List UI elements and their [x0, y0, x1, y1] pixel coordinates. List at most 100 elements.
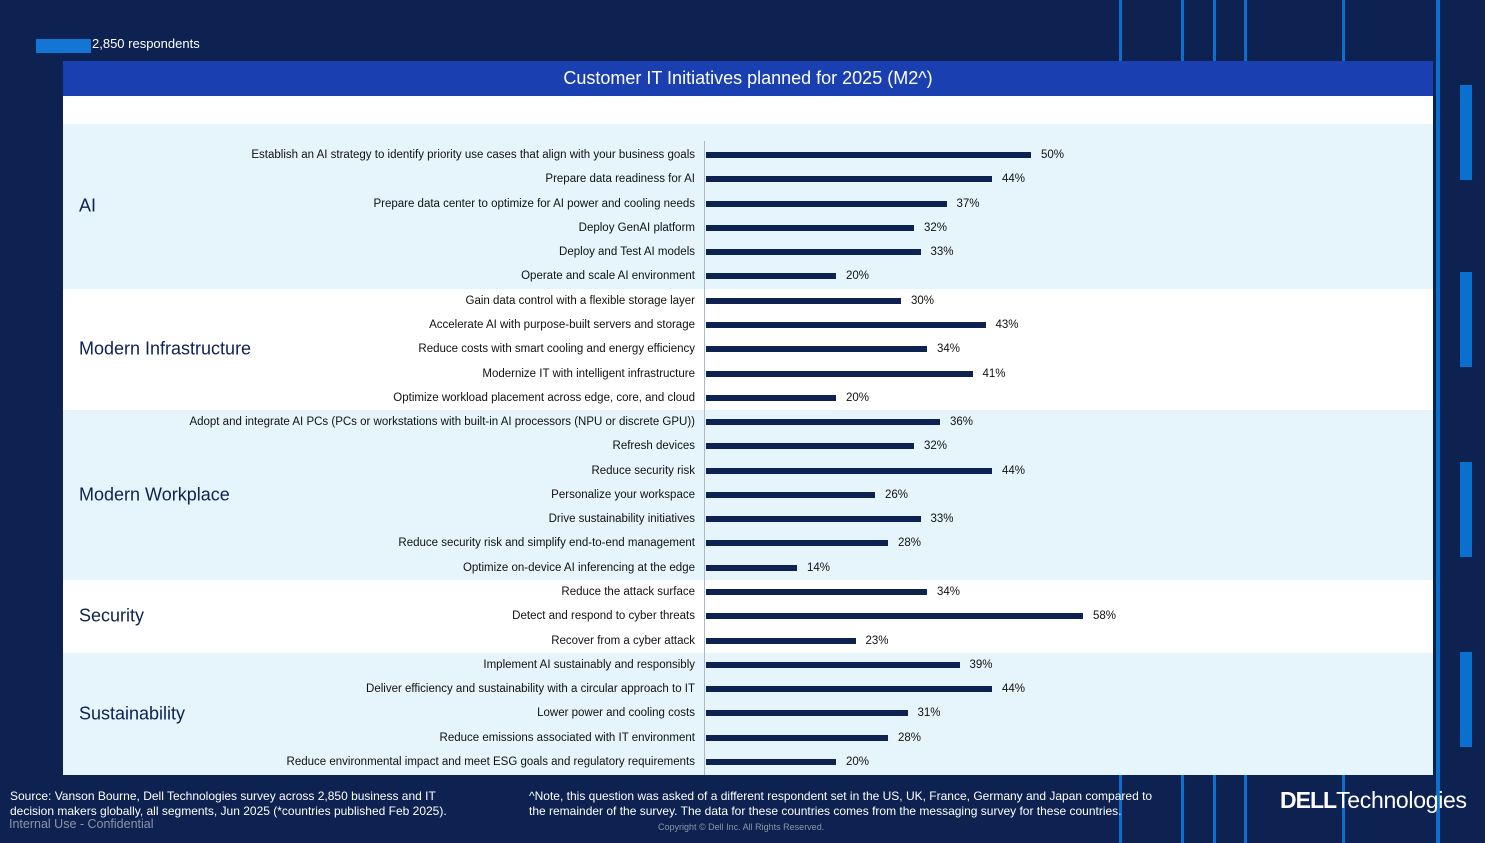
- decorative-line: [1460, 272, 1472, 367]
- data-label: 44%: [1002, 173, 1026, 186]
- data-label: 44%: [1002, 683, 1026, 696]
- decorative-line: [1460, 652, 1472, 747]
- group-label: AI: [79, 195, 97, 216]
- data-label: 36%: [950, 416, 974, 429]
- bar: [706, 443, 914, 450]
- decorative-line: [1436, 0, 1440, 843]
- bar: [706, 200, 947, 207]
- bar: [706, 686, 992, 693]
- bar: [706, 297, 901, 304]
- bar: [706, 419, 940, 426]
- category-label: Reduce the attack surface: [561, 586, 695, 599]
- data-label: 33%: [930, 513, 954, 526]
- data-label: 41%: [982, 367, 1006, 380]
- data-label: 14%: [807, 561, 831, 574]
- decorative-line: [1460, 462, 1472, 557]
- bar: [706, 273, 836, 280]
- bar: [706, 613, 1083, 620]
- category-label: Adopt and integrate AI PCs (PCs or works…: [189, 416, 695, 429]
- data-label: 28%: [898, 731, 922, 744]
- group-label: Modern Workplace: [79, 484, 230, 505]
- bar: [706, 734, 888, 741]
- bar: [706, 346, 927, 353]
- bar: [706, 249, 921, 256]
- group-label: Sustainability: [79, 703, 186, 724]
- data-label: 30%: [911, 294, 935, 307]
- logo-bold: DELL: [1280, 787, 1337, 813]
- bar: [706, 467, 992, 474]
- category-label: Reduce security risk: [591, 464, 695, 477]
- axis-line: [704, 141, 705, 775]
- data-label: 32%: [924, 440, 948, 453]
- category-label: Refresh devices: [612, 440, 695, 453]
- footnote: ^Note, this question was asked of a diff…: [529, 789, 1152, 819]
- source-note: Source: Vanson Bourne, Dell Technologies…: [10, 789, 447, 819]
- category-label: Establish an AI strategy to identify pri…: [251, 149, 695, 161]
- bar: [706, 637, 856, 644]
- data-label: 20%: [846, 391, 870, 404]
- dell-technologies-logo: DELLTechnologies: [1280, 787, 1467, 814]
- bar: [706, 491, 875, 498]
- category-label: Optimize on-device AI inferencing at the…: [462, 561, 695, 574]
- category-label: Gain data control with a flexible storag…: [465, 294, 695, 307]
- logo-text: Technologies: [1336, 787, 1467, 813]
- chart-panel: Customer IT Initiatives planned for 2025…: [63, 61, 1433, 775]
- category-label: Deliver efficiency and sustainability wi…: [366, 683, 695, 696]
- data-label: 20%: [846, 756, 870, 768]
- data-label: 20%: [846, 270, 870, 283]
- category-label: Reduce costs with smart cooling and ener…: [418, 343, 695, 356]
- source-line: decision makers globally, all segments, …: [10, 804, 447, 818]
- respondents-label: 2,850 respondents: [92, 36, 200, 51]
- bar: [706, 564, 797, 571]
- chart-title: Customer IT Initiatives planned for 2025…: [63, 61, 1433, 96]
- category-label: Optimize workload placement across edge,…: [393, 391, 695, 404]
- decorative-line: [1460, 85, 1472, 180]
- bar: [706, 710, 908, 717]
- data-label: 44%: [1002, 464, 1026, 477]
- bar: [706, 152, 1031, 158]
- data-label: 50%: [1041, 149, 1065, 161]
- data-label: 33%: [930, 246, 954, 259]
- source-line: Source: Vanson Bourne, Dell Technologies…: [10, 789, 436, 803]
- category-label: Implement AI sustainably and responsibly: [483, 658, 695, 671]
- category-label: Drive sustainability initiatives: [548, 513, 695, 526]
- category-label: Personalize your workspace: [551, 488, 695, 501]
- footnote-line: ^Note, this question was asked of a diff…: [529, 789, 1153, 803]
- category-label: Prepare data center to optimize for AI p…: [373, 197, 695, 210]
- data-label: 28%: [898, 537, 922, 550]
- data-label: 37%: [956, 197, 980, 210]
- data-label: 26%: [885, 488, 909, 501]
- group-label: Modern Infrastructure: [79, 338, 252, 359]
- bar: [706, 589, 927, 596]
- footnote-line: the remainder of the survey. The data fo…: [529, 804, 1122, 818]
- data-label: 23%: [865, 634, 889, 647]
- category-label: Prepare data readiness for AI: [545, 173, 695, 186]
- copyright: Copyright © Dell Inc. All Rights Reserve…: [658, 822, 825, 832]
- category-label: Deploy GenAI platform: [578, 221, 695, 234]
- group-label: Security: [79, 605, 145, 626]
- category-label: Accelerate AI with purpose-built servers…: [429, 318, 695, 331]
- category-label: Reduce environmental impact and meet ESG…: [286, 756, 695, 768]
- bar: [706, 394, 836, 401]
- legend-swatch: [36, 39, 91, 53]
- internal-label: Internal Use - Confidential: [9, 817, 154, 831]
- category-label: Lower power and cooling costs: [537, 707, 695, 720]
- category-label: Deploy and Test AI models: [559, 246, 695, 259]
- bar: [706, 224, 914, 231]
- category-label: Detect and respond to cyber threats: [512, 610, 695, 623]
- category-label: Recover from a cyber attack: [551, 634, 695, 647]
- category-label: Modernize IT with intelligent infrastruc…: [482, 367, 695, 380]
- bar: [706, 540, 888, 547]
- bar: [706, 176, 992, 183]
- data-label: 39%: [969, 658, 993, 671]
- data-label: 34%: [937, 343, 961, 356]
- data-label: 31%: [917, 707, 941, 720]
- bar: [706, 370, 973, 377]
- category-label: Reduce security risk and simplify end-to…: [398, 537, 695, 550]
- data-label: 58%: [1093, 610, 1117, 623]
- bar: [706, 759, 836, 765]
- category-label: Reduce emissions associated with IT envi…: [439, 731, 695, 744]
- data-label: 34%: [937, 586, 961, 599]
- bar: [706, 516, 921, 523]
- bar: [706, 661, 960, 668]
